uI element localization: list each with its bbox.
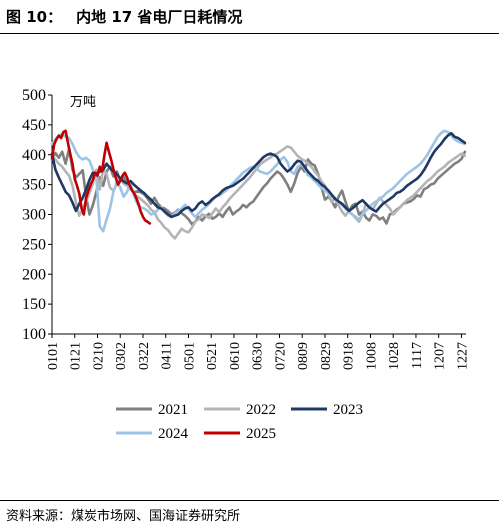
x-tick-label: 0809: [296, 342, 311, 370]
legend-item-2023: 2023: [291, 402, 363, 418]
figure-title-text: 内地 17 省电厂日耗情况: [76, 8, 243, 26]
y-tick-label: 450: [22, 117, 46, 134]
y-tick-label: 200: [22, 266, 46, 283]
x-tick-label: 0322: [137, 342, 152, 370]
x-tick-label: 1117: [410, 342, 425, 369]
series-layer: [50, 129, 467, 240]
legend-label: 2022: [246, 402, 276, 418]
x-tick-label: 0101: [46, 342, 61, 370]
x-tick-label: 0411: [160, 342, 175, 369]
figure-title: 图 10： 内地 17 省电厂日耗情况: [6, 6, 242, 27]
x-tick-label: 0302: [114, 342, 129, 370]
source-rule: [0, 500, 499, 501]
x-tick-label: 0918: [342, 342, 357, 370]
y-tick-label: 100: [22, 326, 46, 343]
y-tick-label: 350: [22, 177, 46, 194]
x-tick-label: 0630: [251, 342, 266, 370]
unit-label: 万吨: [70, 95, 96, 110]
x-tick-label: 0521: [205, 342, 220, 370]
chart-axes: 100 150 200 250 300 350 400 450 500 0101 0121 0210 0…: [22, 87, 470, 370]
legend-item-2021: 2021: [116, 402, 188, 418]
y-tick-label: 250: [22, 236, 46, 253]
title-rule: [0, 33, 499, 34]
y-tick-label: 300: [22, 207, 46, 224]
series-line-2025: [50, 129, 152, 225]
y-tick-label: 500: [22, 87, 46, 104]
legend-label: 2023: [333, 402, 363, 418]
figure-label: 图 10：: [6, 8, 63, 26]
legend-item-2024: 2024: [116, 426, 189, 442]
legend-item-2025: 2025: [204, 426, 276, 442]
legend-label: 2025: [246, 426, 276, 442]
x-tick-label: 1028: [387, 342, 402, 370]
x-tick-label: 0501: [182, 342, 197, 370]
legend-label: 2024: [158, 426, 189, 442]
y-tick-label: 400: [22, 147, 46, 164]
x-tick-label: 0121: [69, 342, 84, 370]
x-tick-label: 0720: [273, 342, 288, 370]
legend-item-2022: 2022: [204, 402, 276, 418]
chart-legend: 2021 2022 2023 2024 2025: [116, 402, 363, 442]
x-tick-label: 0610: [228, 342, 243, 370]
series-line-2024: [50, 129, 467, 233]
x-tick-label: 0829: [319, 342, 334, 370]
legend-label: 2021: [158, 402, 188, 418]
x-tick-label: 1207: [433, 342, 448, 370]
x-tick-label: 1227: [455, 342, 470, 370]
source-note: 资料来源：煤炭市场网、国海证券研究所: [6, 509, 241, 524]
y-tick-label: 150: [22, 296, 46, 313]
x-tick-label: 1008: [364, 342, 379, 370]
line-chart: 100 150 200 250 300 350 400 450 500 0101 0121 0210 0…: [22, 87, 470, 442]
x-tick-label: 0210: [91, 342, 106, 370]
